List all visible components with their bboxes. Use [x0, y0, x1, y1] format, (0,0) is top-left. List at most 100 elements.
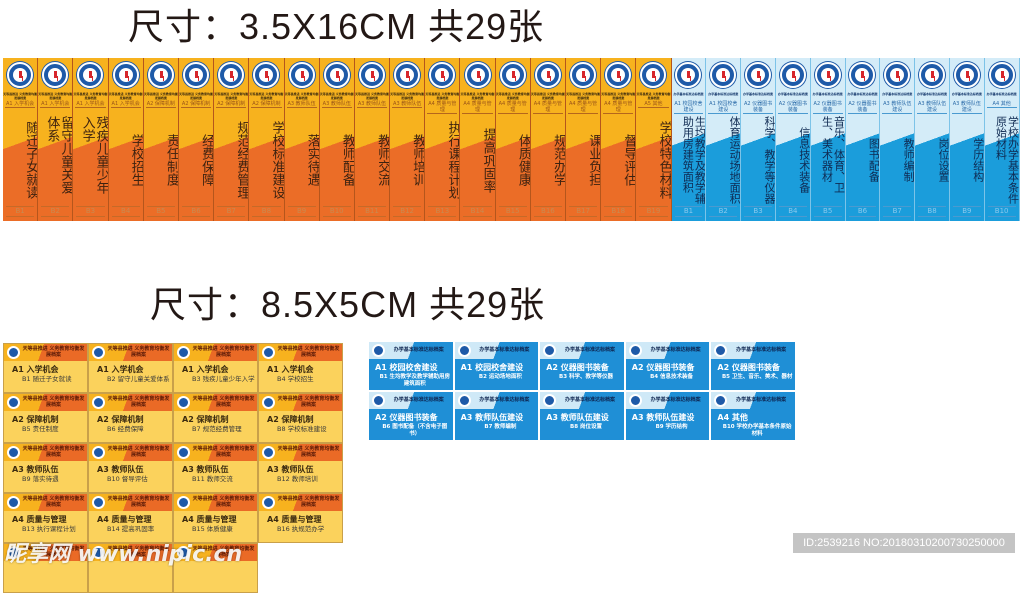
school-logo-icon [323, 62, 350, 88]
spine-code: B2 [709, 206, 738, 217]
spine-code: B16 [533, 206, 562, 217]
label-band [259, 494, 342, 511]
spine-category: A4 其他 [986, 101, 1017, 108]
label-header: 天等县推进 义务教育均衡发展档案 [192, 446, 255, 458]
label-category: A1 入学机会 [97, 365, 144, 374]
spine-header: 天等县推进 义务教育均衡发展档案 [530, 92, 565, 100]
file-label: 办学基本标准达标档案 A3 教师队伍建设 B8 岗位设置 [539, 391, 625, 441]
spine-label: 天等县推进 义务教育均衡发展档案 A5 其他 学校特色材料 B19 [636, 58, 672, 221]
label-item: B1 生均教学及教学辅助用房建筑面积 [379, 374, 451, 387]
spine-label: 天等县推进 义务教育均衡发展档案 A1 入学机会 随迁子女就读 B1 [3, 58, 39, 221]
spine-category: A3 教师队伍建设 [951, 101, 982, 114]
school-logo-icon [92, 546, 105, 559]
label-band [259, 394, 342, 411]
label-band [89, 444, 172, 461]
blue-label-grid: 办学基本标准达标档案 A1 校园校舍建设 B1 生均教学及教学辅助用房建筑面积 办学基… [368, 341, 796, 441]
label-band [711, 392, 795, 409]
section-title-labels: 尺寸：8.5X5CM 共29张 [150, 284, 546, 325]
school-logo-icon [177, 446, 190, 459]
label-band [89, 544, 172, 561]
spine-label: 天等县推进 义务教育均衡发展档案 A1 入学机会 残疾儿童少年入学 B3 [73, 58, 109, 221]
spine-category: A1 校园校舍建设 [673, 101, 704, 114]
spine-code: B7 [883, 206, 912, 217]
spine-code: B7 [217, 206, 246, 217]
label-band [174, 544, 257, 561]
spine-label: 办学基本标准达标档案 A3 教师队伍建设 教师编制 B7 [880, 58, 916, 221]
label-item: B8 岗位设置 [570, 424, 602, 430]
school-logo-icon [177, 346, 190, 359]
label-band [89, 394, 172, 411]
label-header: 办学基本标准达标档案 [479, 347, 530, 353]
spine-header: 天等县推进 义务教育均衡发展档案 [38, 92, 73, 100]
school-logo-icon [884, 62, 911, 88]
label-category: A4 质量与管理 [12, 515, 67, 524]
school-logo-icon [372, 344, 385, 357]
school-logo-icon [92, 396, 105, 409]
section-title-strips: 尺寸：3.5X16CM 共29张 [128, 6, 545, 47]
school-logo-icon [7, 62, 34, 88]
school-logo-icon [464, 62, 491, 88]
spine-code: B6 [848, 206, 877, 217]
school-logo-icon [262, 346, 275, 359]
label-item: B14 提高巩固率 [107, 525, 155, 533]
label-item: B4 信息技术装备 [650, 374, 694, 380]
file-label: 办学基本标准达标档案 A1 校园校舍建设 B1 生均教学及教学辅助用房建筑面积 [368, 341, 454, 391]
spine-category: A3 教师队伍 [392, 101, 423, 108]
spine-title: 责任制度 [163, 134, 179, 186]
label-header: 办学基本标准达标档案 [479, 397, 530, 403]
spine-header: 天等县推进 义务教育均衡发展档案 [108, 92, 143, 100]
spine-category: A2 保障机制 [145, 101, 176, 108]
label-header: 天等县推进 义务教育均衡发展档案 [192, 396, 255, 408]
spine-header: 天等县推进 义务教育均衡发展档案 [319, 92, 354, 100]
spine-header: 办学基本标准达标档案 [812, 92, 843, 96]
label-header: 办学基本标准达标档案 [736, 397, 787, 403]
school-logo-icon [262, 396, 275, 409]
school-logo-icon [92, 446, 105, 459]
label-header: 办学基本标准达标档案 [393, 347, 444, 353]
school-logo-icon [372, 394, 385, 407]
spine-header: 天等县推进 义务教育均衡发展档案 [390, 92, 425, 100]
spine-title: 教师配备 [339, 134, 355, 186]
spine-title: 音乐、体育、卫生、美术器材 [820, 116, 846, 193]
file-label: 办学基本标准达标档案 A1 校园校舍建设 B2 运动场地面积 [453, 341, 540, 391]
school-logo-icon [919, 62, 946, 88]
spine-label: 办学基本标准达标档案 A4 其他 学校办学基本条件原始材料 B10 [984, 58, 1020, 221]
spine-header: 办学基本标准达标档案 [777, 92, 808, 96]
spine-label: 天等县推进 义务教育均衡发展档案 A2 保障机制 经费保障 B6 [178, 58, 215, 221]
label-category: A3 教师队伍建设 [546, 413, 609, 422]
file-label: 天等县推进 义务教育均衡发展档案 A1 入学机会 B4 学校招生 [258, 343, 343, 393]
label-header: 办学基本标准达标档案 [564, 397, 615, 403]
spine-category: A4 质量与管理 [532, 101, 563, 114]
spine-code: B1 [674, 206, 703, 217]
spine-code: B8 [252, 206, 281, 217]
label-item: B5 责任制度 [22, 425, 59, 433]
spine-label-strip: 天等县推进 义务教育均衡发展档案 A1 入学机会 随迁子女就读 B1 天等县推进 义务教… [3, 58, 1020, 221]
spine-code: B5 [813, 206, 842, 217]
label-band [454, 342, 539, 359]
spine-title: 教师编制 [902, 138, 916, 182]
spine-header: 天等县推进 义务教育均衡发展档案 [460, 92, 495, 100]
school-logo-icon [147, 62, 174, 88]
spine-category: A4 质量与管理 [427, 101, 458, 114]
spine-category: A1 校园校舍建设 [708, 101, 739, 114]
spine-category: A2 仪器图书装备 [743, 101, 773, 114]
spine-header: 天等县推进 义务教育均衡发展档案 [143, 92, 178, 100]
label-category: A3 教师队伍 [12, 465, 59, 474]
spine-title: 经费保障 [199, 134, 215, 186]
school-logo-icon [714, 394, 728, 407]
file-label: 办学基本标准达标档案 A3 教师队伍建设 B9 学历结构 [624, 391, 711, 441]
spine-title: 学校标准建设 [269, 121, 285, 199]
spine-label: 天等县推进 义务教育均衡发展档案 A4 质量与管理 督导评估 B18 [601, 58, 637, 221]
label-header: 办学基本标准达标档案 [564, 347, 615, 353]
label-band [174, 494, 257, 511]
spine-label: 办学基本标准达标档案 A2 仪器图书装备 信息技术装备 B4 [775, 58, 811, 221]
label-item: B4 学校招生 [277, 375, 314, 383]
label-band [4, 494, 87, 511]
spine-code: B12 [393, 206, 422, 217]
label-header: 天等县推进 义务教育均衡发展档案 [22, 446, 85, 458]
label-header: 天等县推进 义务教育均衡发展档案 [22, 346, 85, 358]
school-logo-icon [675, 62, 702, 88]
image-id: ID:2539216 NO:20180310200730250000 [793, 533, 1015, 553]
label-category: A3 教师队伍 [267, 465, 314, 474]
label-category: A3 教师队伍 [97, 465, 144, 474]
